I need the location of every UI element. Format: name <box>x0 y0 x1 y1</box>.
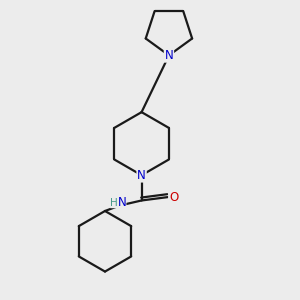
Text: O: O <box>169 190 178 204</box>
Text: H: H <box>110 198 118 208</box>
Text: N: N <box>117 196 126 209</box>
Text: N: N <box>137 169 146 182</box>
Text: N: N <box>165 49 173 62</box>
